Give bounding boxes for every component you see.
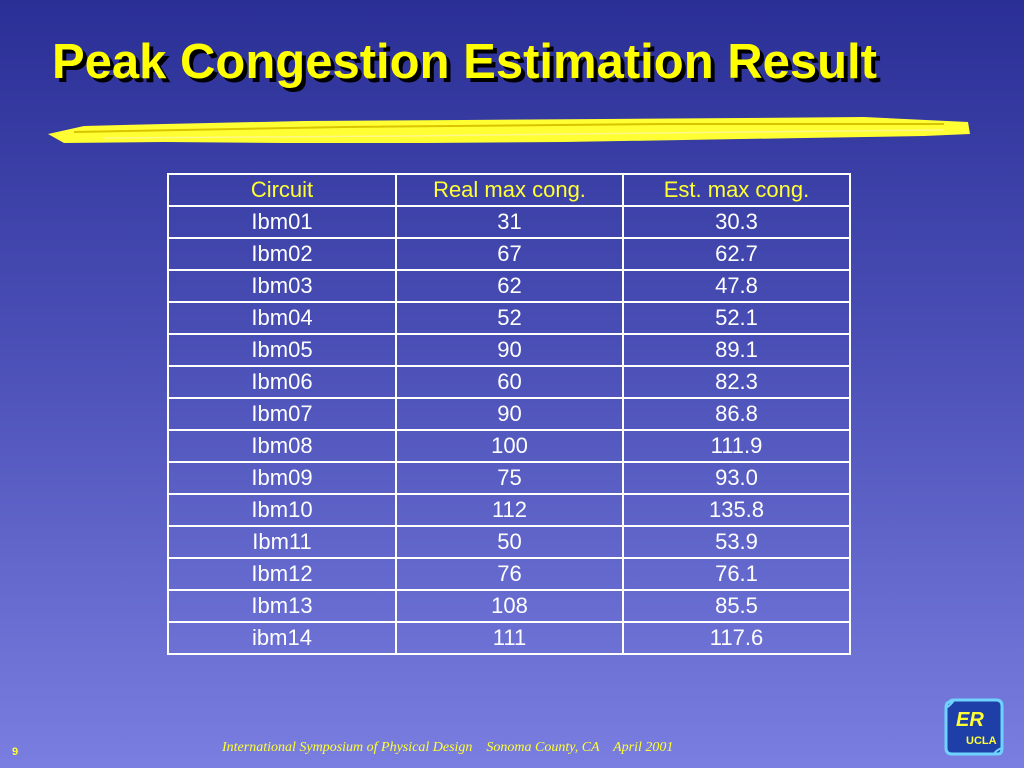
est-max-cong-cell: 117.6 — [622, 621, 851, 655]
er-ucla-logo: ER UCLA — [944, 698, 1004, 756]
title-underline-brushstroke — [48, 117, 970, 143]
circuit-cell: ibm14 — [167, 621, 397, 655]
real-max-cong-cell: 90 — [395, 333, 624, 367]
footer-conference-info: International Symposium of Physical Desi… — [222, 740, 674, 755]
est-max-cong-cell: 47.8 — [622, 269, 851, 303]
logo-ucla-text: UCLA — [966, 735, 997, 747]
circuit-cell: Ibm10 — [167, 493, 397, 527]
table-row: Ibm12 76 76.1 — [167, 557, 851, 591]
table-row: Ibm11 50 53.9 — [167, 525, 851, 559]
est-max-cong-cell: 135.8 — [622, 493, 851, 527]
circuit-cell: Ibm01 — [167, 205, 397, 239]
logo-er-text: ER — [956, 709, 984, 731]
real-max-cong-cell: 52 — [395, 301, 624, 335]
real-max-cong-cell: 111 — [395, 621, 624, 655]
real-max-cong-cell: 67 — [395, 237, 624, 271]
est-max-cong-cell: 86.8 — [622, 397, 851, 431]
est-max-cong-cell: 30.3 — [622, 205, 851, 239]
real-max-cong-cell: 60 — [395, 365, 624, 399]
est-max-cong-cell: 52.1 — [622, 301, 851, 335]
table-row: Ibm02 67 62.7 — [167, 237, 851, 271]
est-max-cong-cell: 89.1 — [622, 333, 851, 367]
circuit-cell: Ibm08 — [167, 429, 397, 463]
table-row: Ibm09 75 93.0 — [167, 461, 851, 495]
table-row: Ibm06 60 82.3 — [167, 365, 851, 399]
circuit-cell: Ibm06 — [167, 365, 397, 399]
circuit-cell: Ibm09 — [167, 461, 397, 495]
table-row: Ibm04 52 52.1 — [167, 301, 851, 335]
real-max-cong-cell: 62 — [395, 269, 624, 303]
real-max-cong-cell: 100 — [395, 429, 624, 463]
circuit-cell: Ibm04 — [167, 301, 397, 335]
est-max-cong-cell: 93.0 — [622, 461, 851, 495]
table-row: Ibm01 31 30.3 — [167, 205, 851, 239]
circuit-cell: Ibm13 — [167, 589, 397, 623]
est-max-cong-cell: 111.9 — [622, 429, 851, 463]
real-max-cong-cell: 75 — [395, 461, 624, 495]
table-row: Ibm13 108 85.5 — [167, 589, 851, 623]
table-row: Ibm03 62 47.8 — [167, 269, 851, 303]
est-max-cong-cell: 82.3 — [622, 365, 851, 399]
est-max-cong-cell: 85.5 — [622, 589, 851, 623]
est-max-cong-cell: 62.7 — [622, 237, 851, 271]
circuit-cell: Ibm02 — [167, 237, 397, 271]
est-max-cong-cell: 53.9 — [622, 525, 851, 559]
circuit-cell: Ibm11 — [167, 525, 397, 559]
table-row: Ibm10 112 135.8 — [167, 493, 851, 527]
real-max-cong-cell: 108 — [395, 589, 624, 623]
header-circuit: Circuit — [167, 173, 397, 207]
real-max-cong-cell: 31 — [395, 205, 624, 239]
circuit-cell: Ibm12 — [167, 557, 397, 591]
real-max-cong-cell: 112 — [395, 493, 624, 527]
page-number: 9 — [12, 746, 19, 758]
circuit-cell: Ibm03 — [167, 269, 397, 303]
header-real-max-cong: Real max cong. — [395, 173, 624, 207]
table-row: Ibm08 100 111.9 — [167, 429, 851, 463]
circuit-cell: Ibm07 — [167, 397, 397, 431]
est-max-cong-cell: 76.1 — [622, 557, 851, 591]
results-table: Circuit Real max cong. Est. max cong. Ib… — [167, 173, 851, 655]
circuit-cell: Ibm05 — [167, 333, 397, 367]
slide-title: Peak Congestion Estimation Result — [52, 35, 877, 89]
real-max-cong-cell: 76 — [395, 557, 624, 591]
table-header-row: Circuit Real max cong. Est. max cong. — [167, 173, 851, 207]
table-row: Ibm05 90 89.1 — [167, 333, 851, 367]
header-est-max-cong: Est. max cong. — [622, 173, 851, 207]
real-max-cong-cell: 90 — [395, 397, 624, 431]
table-row: ibm14 111 117.6 — [167, 621, 851, 655]
real-max-cong-cell: 50 — [395, 525, 624, 559]
table-row: Ibm07 90 86.8 — [167, 397, 851, 431]
